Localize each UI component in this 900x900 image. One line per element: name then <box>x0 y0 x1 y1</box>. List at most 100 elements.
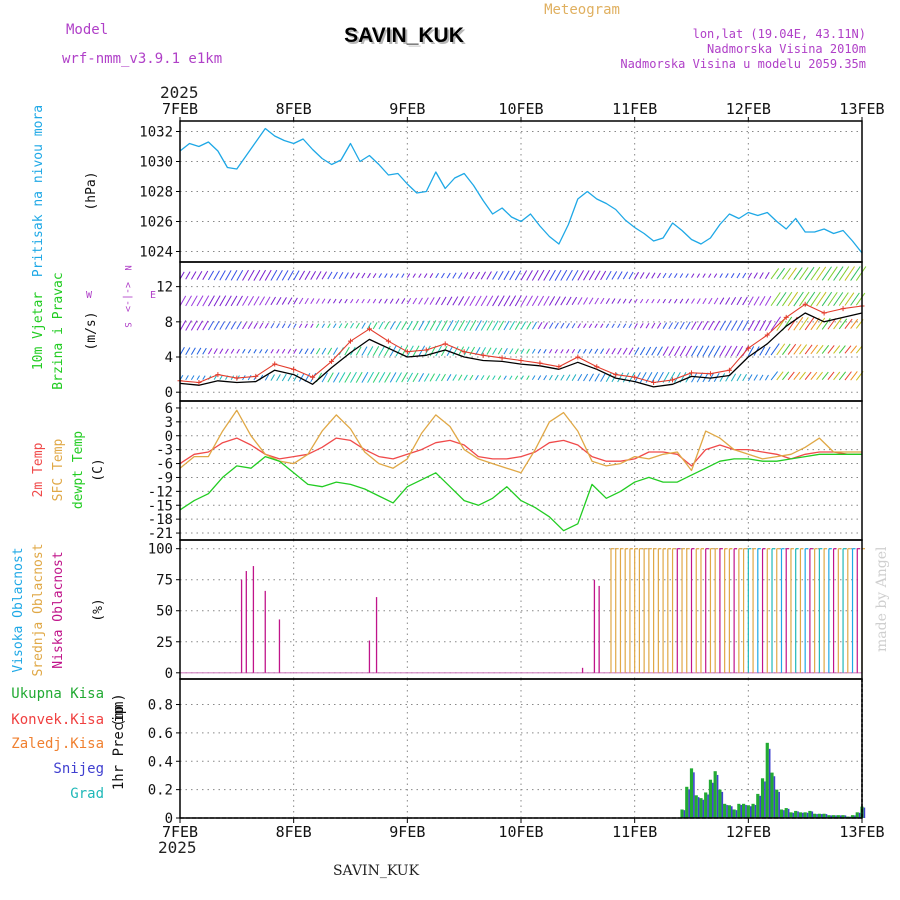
wind-barb <box>236 348 240 354</box>
wind-barb <box>628 323 633 329</box>
wind-barb <box>344 323 349 329</box>
wind-barb <box>520 375 524 380</box>
wind-barb <box>685 273 689 278</box>
wind-barb <box>759 272 764 279</box>
wind-barb <box>764 271 770 280</box>
wind-barb <box>327 271 333 280</box>
snow-bar <box>697 797 700 818</box>
wind-barb <box>333 323 337 329</box>
wind-barb <box>190 295 198 307</box>
wind-barb <box>554 322 559 329</box>
wind-barb <box>333 298 337 304</box>
snow-bar <box>839 815 842 818</box>
gust-marker <box>745 345 751 351</box>
wind-barb <box>276 296 282 305</box>
snow-bar <box>830 815 833 818</box>
wind-barb <box>668 371 676 383</box>
wind-barb <box>315 298 320 304</box>
precip-bar <box>779 809 784 818</box>
wind-barb <box>207 348 213 355</box>
wind-barb <box>418 345 426 357</box>
wind-barb <box>674 371 681 383</box>
wind-barb <box>770 316 781 331</box>
wind-barb <box>452 296 459 306</box>
wind-barb <box>827 266 838 281</box>
wind-barb <box>458 374 463 381</box>
ytick-label: 6 <box>165 401 173 417</box>
wind-barb <box>412 372 419 383</box>
snow-bar <box>764 781 766 818</box>
precip-bar <box>704 792 708 818</box>
wind-barb <box>696 273 701 278</box>
ytick-label: 0.8 <box>148 698 173 714</box>
wind-barb <box>821 266 832 281</box>
wind-barb <box>418 320 425 331</box>
wind-barb <box>219 348 224 355</box>
wind-barb <box>543 295 550 306</box>
top-date-tick: 11FEB <box>612 100 657 118</box>
wind-barb <box>850 345 858 354</box>
wind-barb <box>838 266 850 281</box>
wind-barb <box>668 322 673 330</box>
wind-barb <box>679 345 687 357</box>
wind-barb <box>742 296 748 306</box>
wind-barb <box>338 272 344 280</box>
wind-barb <box>554 349 558 354</box>
wind-barb <box>355 322 360 329</box>
wind-barb <box>804 344 813 355</box>
wind-barb <box>588 270 596 281</box>
snow-bar <box>716 774 719 818</box>
precip-legend-1: Konvek.Kisa <box>11 712 104 728</box>
wind-barb <box>827 345 835 354</box>
wind-barb <box>639 347 646 356</box>
wind-barb <box>594 297 599 305</box>
ytick-label: -12 <box>148 484 173 500</box>
wind-barb <box>219 295 227 307</box>
wind-barb <box>287 373 293 382</box>
wind-barb <box>662 346 669 356</box>
wind-barb <box>725 297 731 305</box>
wind-barb <box>617 298 621 304</box>
ytick-label: -6 <box>156 457 173 473</box>
wind-barb <box>782 343 791 356</box>
wind-barb <box>793 291 804 307</box>
wind-barb <box>634 323 638 329</box>
wind-barb <box>611 348 616 355</box>
wind-barb <box>600 297 605 305</box>
gust-marker <box>423 347 429 353</box>
wind-barb <box>401 372 408 383</box>
wind-barb <box>389 273 394 278</box>
snow-bar <box>768 748 771 818</box>
wind-barb <box>207 295 215 307</box>
wind-barb <box>486 320 493 331</box>
wind-barb <box>747 374 753 381</box>
wind-barb <box>725 320 732 331</box>
wind-barb <box>816 317 826 330</box>
wind-barb <box>747 296 754 306</box>
wind-barb <box>458 272 463 279</box>
wind-barb <box>566 269 573 281</box>
wind-barb <box>281 373 287 382</box>
snow-bar <box>693 772 695 818</box>
wind-barb <box>247 269 255 281</box>
wind-barb <box>713 320 721 331</box>
wind-barb <box>213 375 217 380</box>
precip-bar <box>727 805 731 818</box>
ytick-label: 1032 <box>139 125 173 141</box>
wind-barb <box>770 371 779 381</box>
ytick-label: 75 <box>156 573 173 589</box>
wind-barb <box>350 371 357 383</box>
wind-barb <box>571 323 576 329</box>
wind-barb <box>816 371 823 380</box>
wind-barb <box>355 346 362 356</box>
wind-barb <box>571 269 579 281</box>
wind-barb <box>543 322 548 330</box>
wind-barb <box>281 270 289 281</box>
wind-barb <box>497 320 505 331</box>
wind-barb <box>605 372 612 383</box>
wind-barb <box>782 371 790 381</box>
wind-barb <box>327 298 331 304</box>
panel-labels: Pritisak na nivou mora (hPa) 10m Vjetar Brz… <box>11 105 156 802</box>
gust-marker <box>215 372 221 378</box>
wind-barb <box>202 270 209 281</box>
